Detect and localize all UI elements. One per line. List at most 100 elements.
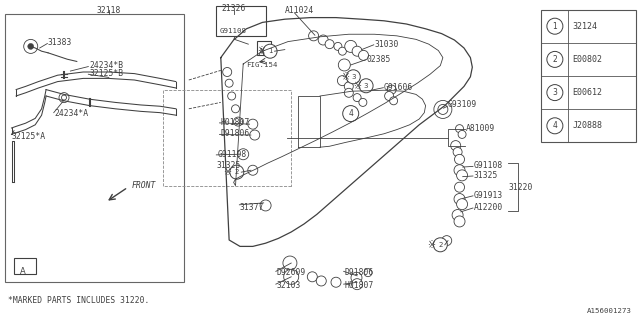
Text: A81009: A81009: [466, 124, 495, 133]
Text: H01807: H01807: [344, 281, 374, 290]
Circle shape: [318, 35, 328, 45]
Text: D91806: D91806: [344, 268, 374, 277]
Circle shape: [359, 79, 373, 93]
Circle shape: [248, 165, 258, 175]
Circle shape: [451, 140, 461, 151]
Text: G91108: G91108: [474, 161, 503, 170]
Text: 32125*B: 32125*B: [90, 69, 124, 78]
Text: ※: ※: [257, 46, 266, 56]
Circle shape: [358, 50, 369, 60]
Circle shape: [454, 216, 465, 227]
Circle shape: [438, 104, 448, 115]
Circle shape: [232, 105, 239, 113]
Text: G91913: G91913: [474, 191, 503, 200]
Text: 1: 1: [552, 22, 557, 31]
Text: 3: 3: [364, 83, 369, 89]
Text: J20888: J20888: [572, 121, 602, 130]
Text: A: A: [20, 267, 26, 276]
Text: G93109: G93109: [448, 100, 477, 109]
Circle shape: [452, 210, 463, 220]
Text: FIG.154: FIG.154: [246, 62, 278, 68]
Text: 32103: 32103: [276, 281, 301, 290]
Bar: [216, 6, 266, 36]
Circle shape: [352, 46, 362, 56]
Circle shape: [263, 44, 277, 58]
Circle shape: [307, 272, 317, 282]
Text: 31383: 31383: [48, 38, 72, 47]
Text: 02385: 02385: [366, 55, 390, 64]
Circle shape: [454, 154, 465, 164]
Circle shape: [250, 130, 260, 140]
Circle shape: [260, 200, 271, 211]
Circle shape: [230, 165, 244, 179]
Text: 2: 2: [552, 55, 557, 64]
Text: A12200: A12200: [474, 203, 503, 212]
Circle shape: [334, 43, 342, 51]
Text: 4: 4: [348, 109, 353, 118]
Text: D92609: D92609: [276, 268, 306, 277]
Text: 31325: 31325: [474, 171, 498, 180]
Circle shape: [339, 59, 350, 71]
Circle shape: [284, 269, 299, 284]
Circle shape: [223, 68, 232, 76]
Circle shape: [344, 88, 353, 97]
Text: A11024: A11024: [285, 6, 314, 15]
Text: 24234*A: 24234*A: [54, 109, 88, 118]
Bar: [541, 10, 636, 142]
Text: 4: 4: [552, 121, 557, 130]
Text: 1: 1: [268, 48, 273, 54]
Circle shape: [346, 70, 360, 84]
Text: *MARKED PARTS INCLUDES 31220.: *MARKED PARTS INCLUDES 31220.: [8, 296, 149, 305]
Circle shape: [345, 40, 356, 52]
Circle shape: [442, 236, 452, 246]
Circle shape: [454, 165, 465, 176]
Circle shape: [325, 40, 334, 49]
Text: ※: ※: [427, 240, 435, 250]
Circle shape: [59, 92, 69, 103]
Bar: [163, 90, 291, 186]
Text: 24234*B: 24234*B: [90, 61, 124, 70]
Circle shape: [225, 79, 233, 87]
Circle shape: [331, 277, 341, 287]
Text: ※: ※: [340, 72, 349, 82]
Circle shape: [344, 107, 358, 121]
Text: D91806: D91806: [221, 129, 250, 138]
Circle shape: [454, 182, 465, 192]
Text: A156001273: A156001273: [588, 308, 632, 314]
Circle shape: [547, 18, 563, 34]
Text: ※: ※: [353, 81, 362, 91]
Circle shape: [344, 82, 353, 91]
Text: 31030: 31030: [374, 40, 399, 49]
Circle shape: [364, 269, 372, 276]
Circle shape: [547, 118, 563, 134]
Circle shape: [385, 92, 394, 100]
Text: ※: ※: [223, 167, 232, 177]
Circle shape: [453, 148, 462, 156]
Circle shape: [248, 119, 258, 129]
Circle shape: [433, 238, 447, 252]
Text: E00612: E00612: [572, 88, 602, 97]
Text: 32124: 32124: [572, 22, 597, 31]
Circle shape: [24, 39, 38, 53]
Circle shape: [234, 117, 243, 126]
Circle shape: [351, 272, 362, 283]
Text: G91606: G91606: [384, 83, 413, 92]
Circle shape: [283, 256, 297, 270]
Circle shape: [387, 85, 396, 94]
Circle shape: [61, 95, 67, 100]
Circle shape: [456, 125, 463, 133]
Text: G91108: G91108: [218, 150, 247, 159]
Circle shape: [390, 97, 397, 105]
Circle shape: [458, 131, 466, 139]
Text: 31325: 31325: [216, 161, 241, 170]
Text: 3: 3: [552, 88, 557, 97]
Circle shape: [456, 199, 468, 210]
Circle shape: [434, 100, 452, 118]
Text: 31220: 31220: [509, 183, 533, 192]
Text: 32118: 32118: [97, 6, 121, 15]
Text: E00802: E00802: [572, 55, 602, 64]
Circle shape: [316, 276, 326, 286]
Bar: [5, 14, 184, 282]
Bar: [14, 258, 36, 274]
Circle shape: [353, 93, 361, 102]
